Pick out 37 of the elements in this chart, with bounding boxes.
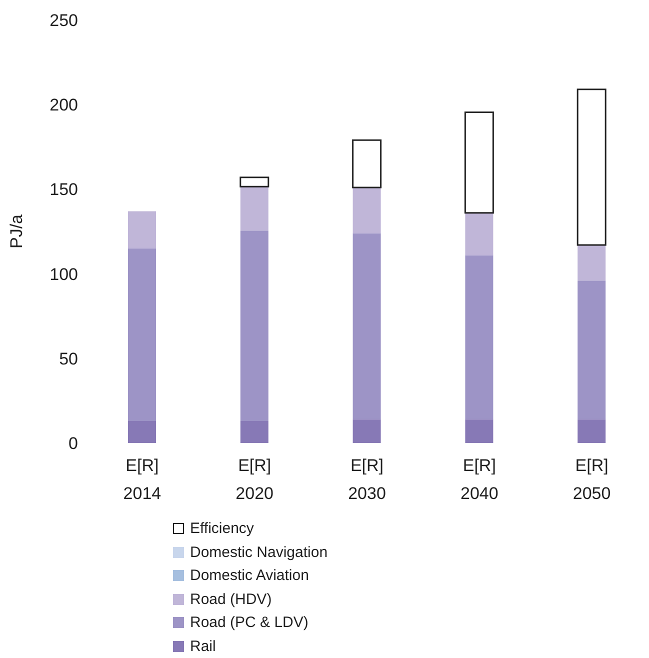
bar (465, 212, 494, 256)
bar (240, 230, 268, 422)
bar (576, 88, 606, 246)
bar (128, 248, 156, 422)
legend-label: Domestic Navigation (190, 544, 328, 561)
bar (128, 211, 156, 248)
y-tick-label: 100 (50, 264, 78, 284)
bar (465, 255, 494, 420)
legend-label: Road (HDV) (190, 590, 272, 608)
y-tick-label: 150 (50, 180, 78, 200)
y-tick-label: 0 (68, 434, 78, 454)
x-tick-label: E[R] 2014 (123, 456, 162, 503)
x-tick-label: E[R] 2020 (236, 456, 274, 503)
bar (352, 139, 382, 188)
legend-label: Efficiency (190, 520, 254, 538)
bar (128, 421, 156, 443)
y-axis-title: PJ/a (7, 214, 26, 249)
x-tick-label: E[R] 2050 (572, 456, 611, 503)
bar (578, 245, 606, 281)
x-tick-label: E[R] 2040 (460, 456, 498, 503)
bar (240, 176, 270, 188)
legend-label: Rail (190, 638, 216, 655)
bar (352, 188, 381, 234)
bar (240, 421, 268, 443)
y-tick-label: 200 (50, 96, 78, 115)
bar (240, 186, 268, 231)
bar (578, 419, 606, 443)
y-tick-label: 250 (50, 11, 78, 30)
legend-label: Domestic Aviation (190, 567, 309, 584)
x-tick-label: E[R] 2030 (348, 456, 386, 503)
bar (578, 280, 606, 420)
y-tick-label: 50 (59, 349, 78, 368)
bar (352, 419, 381, 443)
bar (464, 111, 494, 214)
legend-label: Road (PC & LDV) (190, 614, 308, 632)
bar (465, 419, 494, 443)
bar (352, 233, 381, 420)
